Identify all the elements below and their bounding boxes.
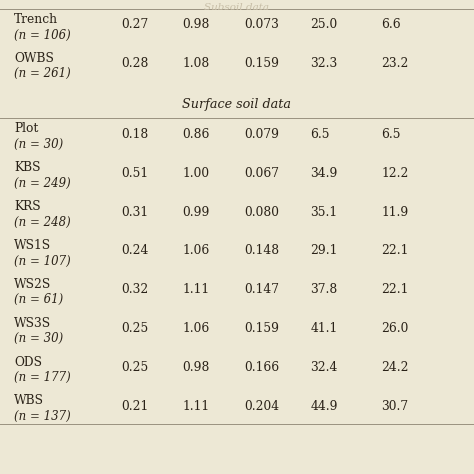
Text: 0.86: 0.86 — [182, 128, 210, 141]
Text: 23.2: 23.2 — [382, 57, 409, 70]
Text: 1.00: 1.00 — [182, 167, 210, 180]
Text: 0.98: 0.98 — [182, 361, 210, 374]
Text: 0.32: 0.32 — [121, 283, 148, 296]
Text: 0.159: 0.159 — [244, 322, 279, 335]
Text: 1.11: 1.11 — [182, 400, 210, 413]
Text: 12.2: 12.2 — [382, 167, 409, 180]
Text: 22.1: 22.1 — [382, 245, 409, 257]
Text: Trench: Trench — [14, 13, 58, 26]
Text: 0.25: 0.25 — [121, 322, 148, 335]
Text: (n = 177): (n = 177) — [14, 371, 71, 384]
Text: 1.11: 1.11 — [182, 283, 210, 296]
Text: 37.8: 37.8 — [310, 283, 337, 296]
Text: 0.21: 0.21 — [121, 400, 148, 413]
Text: 32.3: 32.3 — [310, 57, 337, 70]
Text: 41.1: 41.1 — [310, 322, 337, 335]
Text: WS3S: WS3S — [14, 317, 51, 330]
Text: 0.073: 0.073 — [244, 18, 279, 31]
Text: 0.079: 0.079 — [244, 128, 279, 141]
Text: Plot: Plot — [14, 122, 38, 136]
Text: (n = 107): (n = 107) — [14, 255, 71, 267]
Text: 1.08: 1.08 — [182, 57, 210, 70]
Text: 0.166: 0.166 — [244, 361, 279, 374]
Text: (n = 30): (n = 30) — [14, 332, 64, 345]
Text: 25.0: 25.0 — [310, 18, 337, 31]
Text: (n = 30): (n = 30) — [14, 138, 64, 151]
Text: 0.204: 0.204 — [244, 400, 279, 413]
Text: 6.6: 6.6 — [382, 18, 401, 31]
Text: (n = 261): (n = 261) — [14, 67, 71, 80]
Text: 0.148: 0.148 — [244, 245, 279, 257]
Text: (n = 249): (n = 249) — [14, 177, 71, 190]
Text: 32.4: 32.4 — [310, 361, 338, 374]
Text: 0.28: 0.28 — [121, 57, 148, 70]
Text: 6.5: 6.5 — [310, 128, 330, 141]
Text: 34.9: 34.9 — [310, 167, 338, 180]
Text: 0.18: 0.18 — [121, 128, 148, 141]
Text: 29.1: 29.1 — [310, 245, 338, 257]
Text: (n = 248): (n = 248) — [14, 216, 71, 228]
Text: ODS: ODS — [14, 356, 42, 369]
Text: 0.147: 0.147 — [244, 283, 279, 296]
Text: 1.06: 1.06 — [182, 245, 210, 257]
Text: 0.080: 0.080 — [244, 206, 279, 219]
Text: WBS: WBS — [14, 394, 44, 408]
Text: 0.98: 0.98 — [182, 18, 210, 31]
Text: 1.06: 1.06 — [182, 322, 210, 335]
Text: 24.2: 24.2 — [382, 361, 409, 374]
Text: 0.51: 0.51 — [121, 167, 148, 180]
Text: (n = 106): (n = 106) — [14, 28, 71, 41]
Text: 0.31: 0.31 — [121, 206, 148, 219]
Text: 11.9: 11.9 — [382, 206, 409, 219]
Text: OWBS: OWBS — [14, 52, 54, 65]
Text: (n = 137): (n = 137) — [14, 410, 71, 423]
Text: WS1S: WS1S — [14, 239, 51, 252]
Text: KRS: KRS — [14, 200, 41, 213]
Text: 0.159: 0.159 — [244, 57, 279, 70]
Text: 22.1: 22.1 — [382, 283, 409, 296]
Text: 26.0: 26.0 — [382, 322, 409, 335]
Text: WS2S: WS2S — [14, 278, 52, 291]
Text: 0.27: 0.27 — [121, 18, 148, 31]
Text: 0.24: 0.24 — [121, 245, 148, 257]
Text: 0.067: 0.067 — [244, 167, 279, 180]
Text: 30.7: 30.7 — [382, 400, 409, 413]
Text: Subsoil data: Subsoil data — [204, 3, 270, 12]
Text: 35.1: 35.1 — [310, 206, 337, 219]
Text: 0.99: 0.99 — [182, 206, 210, 219]
Text: KBS: KBS — [14, 161, 41, 174]
Text: Surface soil data: Surface soil data — [182, 99, 292, 111]
Text: (n = 61): (n = 61) — [14, 293, 64, 306]
Text: 6.5: 6.5 — [382, 128, 401, 141]
Text: 0.25: 0.25 — [121, 361, 148, 374]
Text: 44.9: 44.9 — [310, 400, 338, 413]
